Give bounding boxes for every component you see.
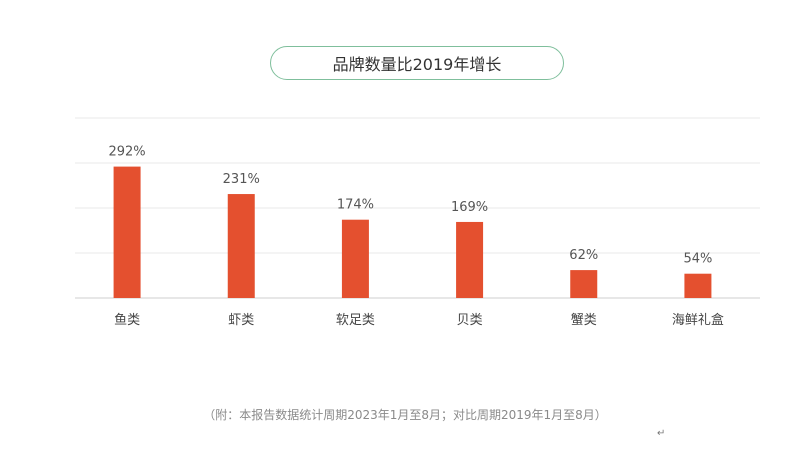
x-tick-label: 虾类 [228,313,254,328]
data-label: 169% [451,200,488,215]
paragraph-mark-icon: ↵ [657,428,666,439]
data-label: 54% [683,252,712,267]
data-label: 231% [223,172,260,187]
data-label: 62% [569,248,598,263]
bar [113,166,141,298]
x-tick-label: 鱼类 [114,312,140,328]
footnote: （附：本报告数据统计周期2023年1月至8月；对比周期2019年1月至8月） [203,408,607,422]
bar [570,270,598,298]
data-label: 174% [337,198,374,213]
bar [227,194,255,298]
bar [684,273,712,298]
chart-title: 品牌数量比2019年增长 [270,46,564,80]
x-tick-label: 蟹类 [571,313,597,328]
data-label: 292% [108,145,145,160]
x-tick-label: 贝类 [457,313,483,328]
bar [341,219,369,298]
x-tick-label: 软足类 [336,313,375,328]
bar [456,221,484,298]
x-tick-label: 海鲜礼盒 [672,312,724,328]
